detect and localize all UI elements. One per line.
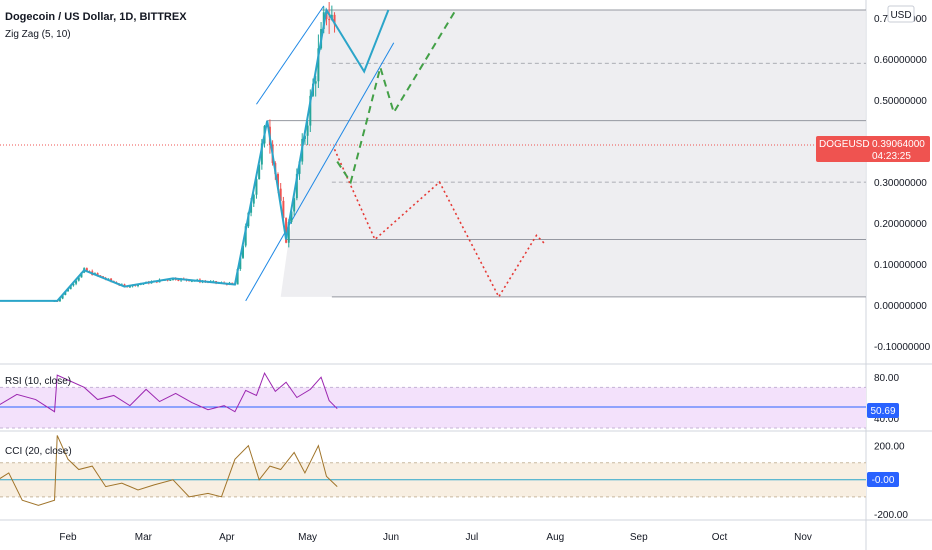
candle-body: [61, 294, 64, 299]
time-tick-label: Feb: [59, 532, 77, 543]
candle-body: [190, 280, 193, 282]
time-tick-label: Oct: [712, 532, 728, 543]
price-badge: DOGEUSD 0.39064000 04:23:25: [816, 136, 930, 162]
price-tick-label: -0.10000000: [874, 342, 931, 353]
price-level-lines: [0, 9, 866, 298]
candle-body: [236, 268, 239, 285]
candle-body: [306, 125, 309, 136]
rsi-pane[interactable]: [0, 371, 866, 429]
price-tick-label: 0.20000000: [874, 219, 927, 230]
candle-body: [242, 245, 244, 258]
candle-body: [75, 280, 78, 284]
price-tick-label: 0.10000000: [874, 260, 927, 271]
candle-body: [58, 298, 61, 302]
candle-body: [309, 95, 312, 126]
price-pane[interactable]: [0, 2, 866, 302]
cci-pane[interactable]: [0, 435, 866, 506]
candle-body: [80, 272, 83, 278]
channel-lines: [245, 5, 395, 302]
candle-body: [279, 188, 282, 201]
candle-body: [317, 48, 320, 82]
cci-tick-label: -200.00: [874, 510, 908, 521]
rsi-axis[interactable]: 80.00 40.00: [874, 373, 899, 425]
candle-body: [252, 194, 255, 204]
zigzag-series: [0, 7, 390, 302]
candle-body: [255, 179, 258, 195]
price-tick-label: 0.60000000: [874, 55, 927, 66]
rsi-value-badge: [867, 403, 899, 418]
candle-body: [333, 14, 336, 25]
candle-body: [260, 143, 263, 165]
candle-body: [85, 268, 88, 272]
price-tick-label: 0.30000000: [874, 178, 927, 189]
candle-body: [96, 273, 99, 276]
rsi-series: [0, 371, 866, 429]
channel_upper-line: [256, 5, 325, 105]
time-tick-label: May: [298, 532, 317, 543]
time-tick-label: Nov: [794, 532, 812, 543]
candle-body: [328, 19, 331, 21]
price-badge-bg: [816, 136, 930, 162]
currency-label: USD: [890, 10, 911, 21]
chart-title: Dogecoin / US Dollar, 1D, BITTREX: [5, 11, 187, 23]
candle-body: [110, 278, 113, 282]
price-axis[interactable]: 0.700000000.600000000.500000000.30000000…: [874, 14, 931, 353]
cci-tick-label: 200.00: [874, 442, 905, 453]
candle-body: [314, 81, 317, 84]
candle-body: [258, 164, 261, 180]
rsi-tick-label: 40.00: [874, 414, 899, 425]
price-tick-label: 0.50000000: [874, 96, 927, 107]
rsi-value: 50.69: [870, 406, 895, 417]
candle-body: [290, 211, 293, 222]
candle-body: [295, 173, 298, 199]
candle-body: [123, 284, 126, 287]
rsi-tick-label: 80.00: [874, 373, 899, 384]
time-tick-label: Apr: [219, 532, 235, 543]
candle-body: [169, 279, 172, 281]
candle-body: [293, 198, 296, 212]
price-badge-symbol: DOGEUSD: [819, 139, 870, 150]
rsi-label: RSI (10, close): [5, 376, 71, 387]
cci-value-badge: [867, 472, 899, 487]
candle-body: [177, 279, 180, 281]
price-tick-label: 0.00000000: [874, 301, 927, 312]
time-tick-label: Jun: [383, 532, 399, 543]
time-axis[interactable]: Feb Mar Apr May Jun Jul Aug Sep Oct Nov: [59, 532, 812, 543]
green-projection-line: [336, 9, 457, 185]
candle-body: [282, 200, 285, 219]
price-badge-price: 0.39064000: [872, 139, 925, 150]
channel_lower-line: [245, 42, 395, 302]
candle-body: [239, 257, 242, 269]
time-tick-label: Mar: [135, 532, 153, 543]
candle-body: [250, 203, 253, 213]
candle-body: [69, 285, 72, 290]
candle-body: [128, 286, 131, 288]
time-tick-label: Sep: [630, 532, 648, 543]
candle-body: [77, 277, 80, 281]
time-tick-label: Aug: [546, 532, 564, 543]
rsi-band: [0, 387, 866, 428]
candle-body: [285, 218, 288, 243]
candle-body: [277, 174, 279, 189]
projection-area: [280, 10, 866, 297]
cci-series: [0, 435, 866, 506]
projection-series: [333, 9, 546, 299]
currency-button[interactable]: [887, 5, 915, 23]
cci-axis[interactable]: 200.00 -200.00: [874, 442, 908, 521]
rsi-line: [0, 371, 338, 413]
candle-body: [72, 283, 75, 286]
time-tick-label: Jul: [465, 532, 478, 543]
cci-label: CCI (20, close): [5, 446, 72, 457]
candle-body: [287, 221, 290, 243]
candle-body: [67, 289, 69, 292]
price-badge-countdown: 04:23:25: [872, 151, 911, 162]
zigzag-indicator-label: Zig Zag (5, 10): [5, 29, 71, 40]
cci-line: [0, 435, 338, 506]
candle-body: [244, 226, 247, 246]
cci-value: -0.00: [872, 475, 895, 486]
